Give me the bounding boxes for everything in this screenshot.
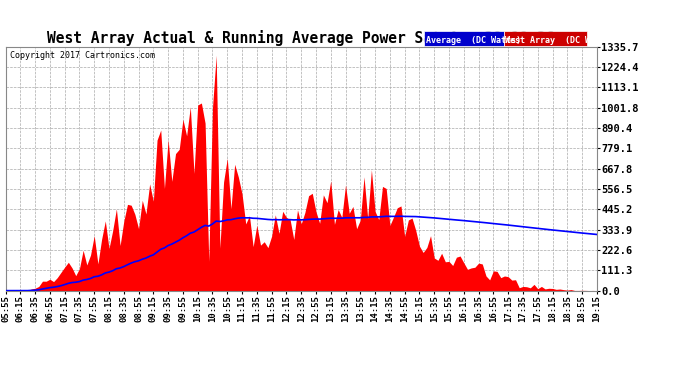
Text: West Array  (DC Watts): West Array (DC Watts)	[505, 36, 615, 45]
Text: Copyright 2017 Cartronics.com: Copyright 2017 Cartronics.com	[10, 51, 155, 60]
Title: West Array Actual & Running Average Power Sat Apr 29 19:26: West Array Actual & Running Average Powe…	[48, 30, 555, 46]
Text: Average  (DC Watts): Average (DC Watts)	[426, 36, 521, 45]
